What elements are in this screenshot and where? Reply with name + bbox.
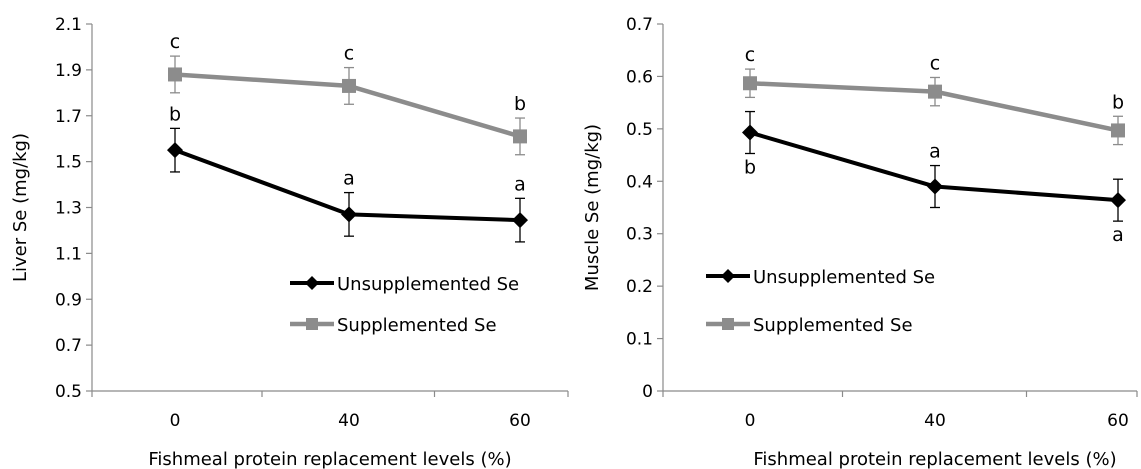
significance-label: b <box>744 156 756 178</box>
data-point-square <box>168 67 182 82</box>
data-point-diamond <box>512 212 528 229</box>
x-axis-title: Fishmeal protein replacement levels (%) <box>753 449 1116 469</box>
significance-label: c <box>745 44 755 66</box>
x-tick-label: 40 <box>924 411 946 431</box>
data-point-square <box>1111 123 1125 138</box>
y-tick-label: 0.3 <box>626 225 653 245</box>
significance-label: c <box>930 52 940 74</box>
data-point-diamond <box>742 124 758 141</box>
series-unsupplemented: b a a <box>742 110 1126 246</box>
legend-entry-supplemented: Supplemented Se <box>706 315 913 336</box>
significance-label: b <box>514 93 526 115</box>
y-tick-label: 0.1 <box>626 330 653 350</box>
y-tick-label: 0.6 <box>626 67 653 87</box>
significance-label: b <box>169 103 181 125</box>
y-axis-title: Muscle Se (mg/kg) <box>582 124 603 291</box>
y-tick-label: 0.9 <box>55 290 82 310</box>
significance-label: a <box>929 141 941 163</box>
chart-panel-2: 0 0.1 0.2 0.3 0.4 0.5 0.6 0.7 0 40 60 Fishmeal prot… <box>582 15 1138 469</box>
y-axis-title: Liver Se (mg/kg) <box>10 133 31 282</box>
data-point-diamond <box>167 142 183 159</box>
y-tick-label: 2.1 <box>55 15 82 35</box>
series-unsupplemented: b a a <box>167 103 528 243</box>
y-tick-label: 1.7 <box>55 107 82 127</box>
y-tick-label: 0.2 <box>626 277 653 297</box>
legend-entry-unsupplemented: Unsupplemented Se <box>706 267 935 288</box>
y-tick-label: 1.3 <box>55 199 82 219</box>
data-point-diamond <box>1110 192 1126 209</box>
y-tick-label: 0.5 <box>626 120 653 140</box>
y-tick-label: 0 <box>642 382 653 402</box>
legend-marker-diamond <box>305 276 319 290</box>
y-tick-label: 0.4 <box>626 172 653 192</box>
data-point-diamond <box>341 206 357 223</box>
legend-label: Supplemented Se <box>753 315 913 336</box>
series-supplemented: c c b <box>743 44 1125 146</box>
legend-marker-diamond <box>721 269 735 283</box>
chart-panel-1: 0.5 0.7 0.9 1.1 1.3 1.5 1.7 1.9 2.1 0 40 60 Fishmeal… <box>10 15 569 469</box>
y-tick-label: 0.7 <box>55 336 82 356</box>
x-tick-label: 0 <box>170 411 181 431</box>
legend-label: Supplemented Se <box>337 315 497 336</box>
significance-label: c <box>170 31 180 53</box>
data-point-square <box>743 76 757 91</box>
y-tick-label: 1.1 <box>55 244 82 264</box>
legend-label: Unsupplemented Se <box>337 274 519 295</box>
legend-entry-supplemented: Supplemented Se <box>290 315 497 336</box>
x-tick-label: 60 <box>509 411 531 431</box>
x-tick-label: 60 <box>1107 411 1129 431</box>
legend-marker-square <box>722 318 734 330</box>
significance-label: c <box>344 43 354 65</box>
legend-marker-square <box>306 318 318 330</box>
y-tick-label: 0.7 <box>626 15 653 35</box>
significance-label: b <box>1112 91 1124 113</box>
x-tick-label: 40 <box>338 411 360 431</box>
y-tick-label: 0.5 <box>55 382 82 402</box>
data-point-square <box>513 129 527 144</box>
series-supplemented: c c b <box>168 31 527 156</box>
data-point-square <box>928 84 942 99</box>
significance-label: a <box>514 173 526 195</box>
significance-label: a <box>1112 224 1124 246</box>
x-tick-label: 0 <box>745 411 756 431</box>
legend-label: Unsupplemented Se <box>753 267 935 288</box>
x-axis-title: Fishmeal protein replacement levels (%) <box>148 449 511 469</box>
legend-entry-unsupplemented: Unsupplemented Se <box>290 274 519 295</box>
data-point-diamond <box>927 178 943 195</box>
data-point-square <box>342 78 356 93</box>
y-tick-label: 1.9 <box>55 61 82 81</box>
y-tick-label: 1.5 <box>55 153 82 173</box>
significance-label: a <box>343 168 355 190</box>
